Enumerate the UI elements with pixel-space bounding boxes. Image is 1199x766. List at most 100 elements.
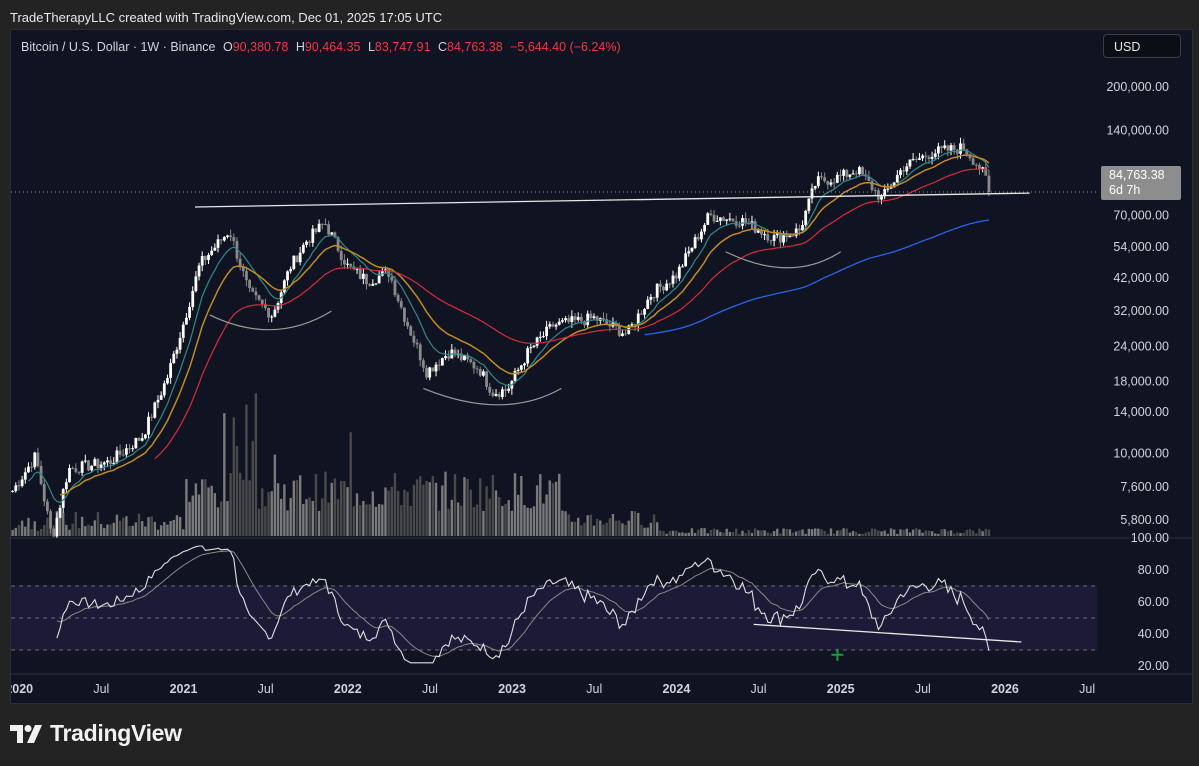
volume-bar bbox=[867, 531, 871, 536]
volume-bar bbox=[649, 522, 653, 536]
volume-bar bbox=[823, 530, 826, 536]
volume-bar bbox=[577, 517, 580, 536]
volume-bar bbox=[548, 480, 551, 536]
volume-bar bbox=[175, 515, 179, 536]
time-axis-label: 2022 bbox=[334, 682, 362, 696]
volume-bar bbox=[216, 507, 220, 536]
candle-body bbox=[930, 156, 934, 159]
volume-bar bbox=[491, 474, 495, 536]
candle-body bbox=[106, 460, 109, 463]
volume-bar bbox=[526, 507, 529, 536]
volume-bar bbox=[744, 533, 747, 536]
volume-bar bbox=[595, 518, 599, 536]
candle-body bbox=[298, 252, 302, 263]
volume-bar bbox=[498, 496, 501, 536]
volume-bar bbox=[545, 494, 548, 536]
candle-body bbox=[64, 482, 68, 490]
volume-bar bbox=[611, 513, 615, 536]
candle-body bbox=[61, 489, 65, 508]
volume-bar bbox=[633, 511, 637, 536]
candle-body bbox=[826, 181, 830, 185]
candle-body bbox=[390, 276, 394, 281]
candle-body bbox=[403, 307, 406, 322]
candle-body bbox=[368, 284, 372, 286]
candle-body bbox=[649, 297, 653, 300]
candle-body bbox=[523, 363, 526, 366]
volume-bar bbox=[223, 413, 226, 536]
close-value: 84,763.38 bbox=[447, 40, 503, 54]
candle-body bbox=[889, 187, 893, 189]
candle-body bbox=[497, 393, 501, 397]
candle-body bbox=[371, 283, 375, 286]
volume-bar bbox=[11, 529, 14, 536]
candle-body bbox=[459, 353, 463, 361]
candle-body bbox=[715, 220, 719, 222]
rsi-axis-label: 60.00 bbox=[1138, 595, 1169, 609]
candle-body bbox=[191, 291, 195, 307]
candle-body bbox=[286, 271, 289, 281]
candle-body bbox=[807, 198, 811, 211]
volume-bar bbox=[27, 517, 30, 536]
price-chart[interactable]: 200,000.00140,000.00100,000.0070,000.005… bbox=[11, 30, 1192, 703]
candle-body bbox=[589, 313, 593, 319]
volume-bar bbox=[270, 491, 273, 536]
volume-bar bbox=[971, 530, 975, 536]
candle-body bbox=[42, 484, 46, 502]
price-axis: 200,000.00140,000.00100,000.0070,000.005… bbox=[1106, 80, 1169, 527]
candle-body bbox=[207, 255, 210, 261]
candle-body bbox=[744, 218, 748, 224]
volume-bar bbox=[930, 531, 934, 536]
candle-body bbox=[542, 336, 545, 338]
volume-bar bbox=[984, 528, 987, 536]
candle-body bbox=[573, 316, 577, 320]
volume-bar bbox=[242, 479, 245, 536]
rsi-axis-label: 40.00 bbox=[1138, 627, 1169, 641]
rsi-divergence-line bbox=[753, 623, 1022, 643]
volume-bar bbox=[968, 529, 972, 536]
candle-body bbox=[557, 321, 561, 325]
tradingview-brand[interactable]: TradingView bbox=[10, 720, 182, 747]
candle-body bbox=[984, 167, 988, 176]
candle-body bbox=[45, 501, 49, 512]
candle-body bbox=[447, 356, 451, 359]
volume-bar bbox=[99, 523, 103, 536]
candle-body bbox=[324, 224, 327, 226]
candle-body bbox=[425, 367, 428, 378]
candle-body bbox=[270, 316, 274, 318]
candle-body bbox=[535, 337, 539, 346]
price-axis-label: 24,000.00 bbox=[1113, 339, 1169, 353]
candle-body bbox=[355, 268, 359, 270]
candle-body bbox=[349, 263, 353, 267]
volume-bar bbox=[349, 432, 352, 536]
candle-body bbox=[538, 336, 542, 338]
candle-body bbox=[229, 235, 233, 238]
candle-body bbox=[289, 269, 293, 272]
candle-body bbox=[118, 450, 122, 455]
symbol-title[interactable]: Bitcoin / U.S. Dollar · 1W · Binance bbox=[21, 40, 216, 54]
chart-area[interactable]: 200,000.00140,000.00100,000.0070,000.005… bbox=[10, 29, 1193, 704]
volume-bar bbox=[90, 525, 93, 536]
volume-bar bbox=[693, 532, 697, 536]
candle-body bbox=[301, 244, 305, 253]
candle-body bbox=[169, 363, 173, 379]
candle-body bbox=[434, 364, 438, 372]
time-axis-label: 2023 bbox=[498, 682, 526, 696]
volume-bar bbox=[946, 531, 950, 536]
volume-bar bbox=[618, 520, 621, 536]
candle-body bbox=[974, 164, 978, 166]
volume-bar bbox=[488, 498, 491, 536]
currency-button[interactable]: USD bbox=[1103, 34, 1181, 58]
volume-bar bbox=[24, 526, 27, 536]
candle-body bbox=[27, 466, 30, 473]
candle-body bbox=[823, 177, 827, 182]
candle-body bbox=[914, 158, 918, 160]
candle-body bbox=[485, 371, 488, 387]
candle-body bbox=[273, 309, 277, 317]
candle-body bbox=[374, 283, 378, 285]
volume-bar bbox=[877, 530, 880, 536]
volume-bar bbox=[883, 530, 886, 536]
candle-body bbox=[835, 174, 839, 183]
volume-bar bbox=[681, 532, 684, 536]
volume-bar bbox=[605, 522, 608, 536]
candle-body bbox=[529, 347, 533, 349]
